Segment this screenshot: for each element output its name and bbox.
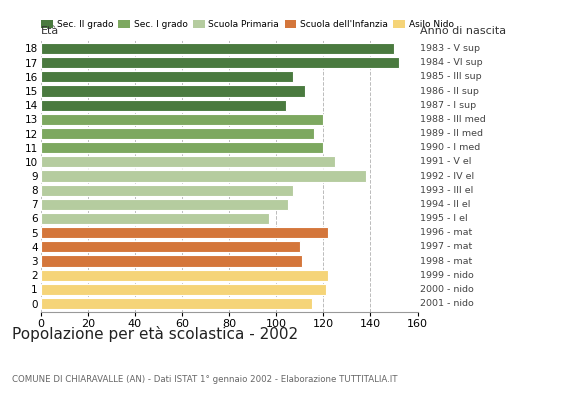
Text: 2000 - nido: 2000 - nido <box>420 285 474 294</box>
Text: 1993 - III el: 1993 - III el <box>420 186 474 195</box>
Bar <box>41 156 335 167</box>
Bar <box>41 227 328 238</box>
Bar <box>41 298 311 309</box>
Text: 1992 - IV el: 1992 - IV el <box>420 172 474 180</box>
Text: 1991 - V el: 1991 - V el <box>420 157 472 166</box>
Bar <box>41 199 288 210</box>
Bar <box>41 86 305 96</box>
Bar <box>41 213 269 224</box>
Text: 1999 - nido: 1999 - nido <box>420 271 474 280</box>
Bar <box>41 57 399 68</box>
Text: 1987 - I sup: 1987 - I sup <box>420 101 477 110</box>
Text: 1988 - III med: 1988 - III med <box>420 115 486 124</box>
Bar <box>41 241 300 252</box>
Bar <box>41 100 285 111</box>
Text: Popolazione per età scolastica - 2002: Popolazione per età scolastica - 2002 <box>12 326 298 342</box>
Bar <box>41 185 293 196</box>
Text: 1990 - I med: 1990 - I med <box>420 143 481 152</box>
Text: COMUNE DI CHIARAVALLE (AN) - Dati ISTAT 1° gennaio 2002 - Elaborazione TUTTITALI: COMUNE DI CHIARAVALLE (AN) - Dati ISTAT … <box>12 375 397 384</box>
Text: 1989 - II med: 1989 - II med <box>420 129 484 138</box>
Text: 1983 - V sup: 1983 - V sup <box>420 44 480 53</box>
Bar <box>41 284 326 295</box>
Bar <box>41 114 323 125</box>
Text: 1998 - mat: 1998 - mat <box>420 256 473 266</box>
Bar <box>41 71 293 82</box>
Bar <box>41 170 366 182</box>
Text: Anno di nascita: Anno di nascita <box>420 26 506 36</box>
Text: Età: Età <box>41 26 59 36</box>
Text: 1997 - mat: 1997 - mat <box>420 242 473 251</box>
Bar <box>41 142 323 153</box>
Text: 1986 - II sup: 1986 - II sup <box>420 86 480 96</box>
Text: 1995 - I el: 1995 - I el <box>420 214 468 223</box>
Text: 1996 - mat: 1996 - mat <box>420 228 473 237</box>
Text: 1984 - VI sup: 1984 - VI sup <box>420 58 483 67</box>
Text: 2001 - nido: 2001 - nido <box>420 299 474 308</box>
Bar <box>41 43 394 54</box>
Text: 1994 - II el: 1994 - II el <box>420 200 471 209</box>
Bar <box>41 270 328 281</box>
Bar <box>41 256 302 266</box>
Bar <box>41 128 314 139</box>
Text: 1985 - III sup: 1985 - III sup <box>420 72 482 81</box>
Legend: Sec. II grado, Sec. I grado, Scuola Primaria, Scuola dell'Infanzia, Asilo Nido: Sec. II grado, Sec. I grado, Scuola Prim… <box>38 16 457 33</box>
